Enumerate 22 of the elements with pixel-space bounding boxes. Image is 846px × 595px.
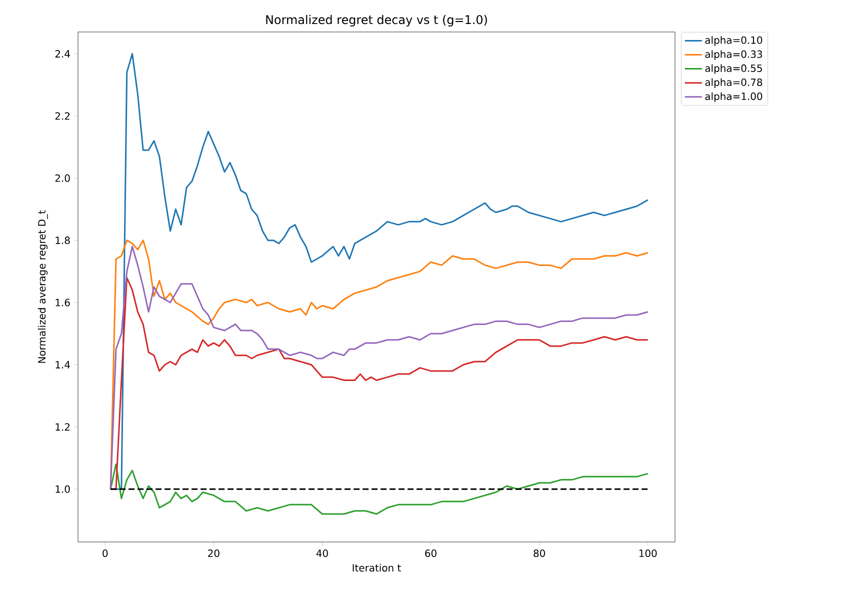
legend-label: alpha=0.78: [705, 78, 762, 88]
y-tick-label: 2.2: [55, 112, 70, 120]
y-tick-label: 1.6: [56, 298, 70, 306]
chart-title: Normalized regret decay vs t (g=1.0): [266, 14, 487, 26]
y-tick-label: 1.4: [56, 361, 70, 368]
y-tick-label: 1.8: [56, 236, 70, 244]
x-tick-label: 80: [534, 549, 546, 558]
x-tick-label: 100: [639, 549, 657, 558]
x-tick-label: 0: [102, 549, 108, 558]
x-tick-label: 60: [425, 549, 436, 558]
legend-label: alpha=0.55: [705, 64, 762, 74]
legend-label: alpha=0.33: [705, 50, 762, 60]
legend-label: alpha=0.10: [705, 36, 762, 46]
y-tick-label: 2.0: [55, 174, 70, 182]
y-tick-label: 1.2: [56, 423, 70, 431]
y-tick-label: 1.0: [56, 485, 70, 493]
y-axis-title: Normalized average regret D_t: [38, 210, 48, 363]
x-tick-label: 20: [208, 549, 220, 558]
x-tick-label: 40: [316, 549, 328, 558]
y-tick-label: 2.4: [55, 50, 70, 58]
legend-label: alpha=1.00: [705, 92, 762, 102]
x-axis-title: Iteration t: [352, 564, 401, 572]
